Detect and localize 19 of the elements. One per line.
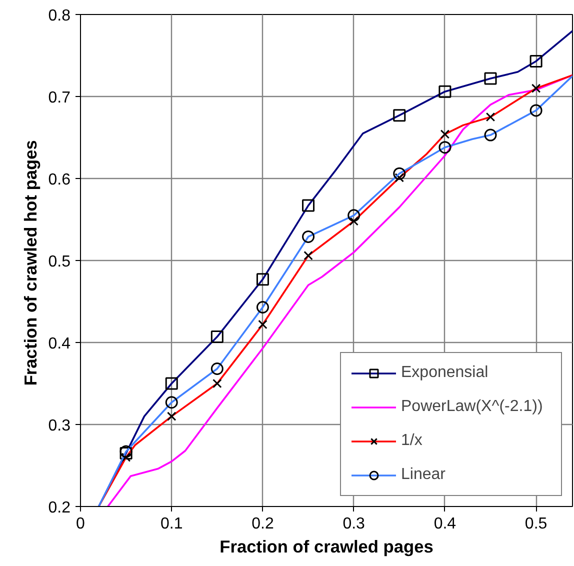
x-tick-label: 0 — [76, 516, 86, 532]
y-axis-title: Fraction of crawled hot pages — [20, 140, 40, 386]
legend-label: PowerLaw(X^(-2.1)) — [401, 398, 544, 416]
legend-label: Exponensial — [401, 364, 490, 382]
y-tick-label: 0.6 — [48, 172, 71, 188]
x-tick-label: 0.4 — [434, 516, 456, 532]
legend-label: 1/x — [401, 432, 424, 450]
x-axis-title: Fraction of crawled pages — [220, 536, 434, 556]
y-tick-label: 0.7 — [48, 90, 71, 106]
x-tick-label: 0.5 — [524, 516, 548, 532]
y-tick-label: 0.8 — [48, 8, 71, 24]
x-tick-label: 0.3 — [342, 516, 366, 532]
y-tick-label: 0.3 — [48, 418, 71, 434]
y-tick-label: 0.4 — [48, 336, 71, 352]
y-tick-label: 0.2 — [48, 500, 71, 516]
legend-label: Linear — [401, 466, 446, 484]
y-tick-label: 0.5 — [48, 254, 71, 270]
x-tick-label: 0.1 — [160, 516, 183, 532]
x-tick-label: 0.2 — [252, 516, 274, 532]
